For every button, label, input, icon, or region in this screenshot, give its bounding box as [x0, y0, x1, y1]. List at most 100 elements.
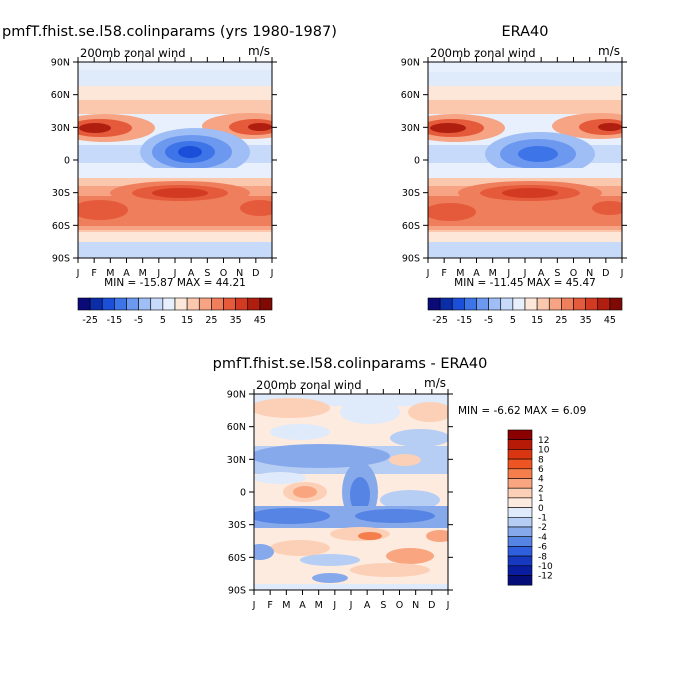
panel2-xtick-label: J [506, 268, 510, 279]
panel3-xtick-label: A [299, 600, 306, 611]
colorbar2-swatch [427, 297, 441, 311]
panel3-plot: 200mb zonal wind m/s [253, 376, 449, 591]
panel1-subtitle: 200mb zonal wind [80, 46, 186, 60]
panel1-xtick-label: J [173, 268, 177, 279]
panel1-title: pmfT.fhist.se.l58.colinparams (yrs 1980-… [2, 24, 337, 40]
colorbar2-swatch [561, 297, 574, 311]
panel3-ytick-label: 90N [227, 390, 246, 401]
colorbar1-label: 35 [230, 315, 242, 326]
colorbar2-swatch [500, 297, 514, 311]
panel2-plot: 200mb zonal wind m/s [427, 44, 623, 259]
colorbar3-label: -1 [538, 514, 547, 524]
panel3-xtick-label: J [446, 600, 450, 611]
colorbar3-swatch [507, 439, 533, 450]
panel2-xtick-label: J [523, 268, 527, 279]
panel2-ytick-label: 0 [414, 156, 420, 167]
panel3-xtick-label: M [282, 600, 290, 611]
colorbar2-label: 15 [531, 315, 543, 326]
panel2-ytick-label: 90N [401, 58, 420, 69]
colorbar2-swatch [439, 297, 453, 311]
panel1-xtick-label: J [156, 268, 160, 279]
panel3-xtick-label: J [349, 600, 353, 611]
colorbar2-swatch [476, 297, 489, 311]
colorbar2-swatch [609, 297, 623, 311]
colorbar3-label: -6 [538, 543, 547, 553]
panel3-ytick-label: 60N [227, 422, 246, 433]
colorbar1-label: -25 [82, 315, 98, 326]
panel1-xtick-label: N [236, 268, 243, 279]
colorbar1-swatch [247, 297, 261, 311]
panel2-units: m/s [598, 44, 620, 58]
colorbar2-swatch [536, 297, 550, 311]
panel3-xtick-label: J [252, 600, 256, 611]
panel3-ytick-label: 60S [228, 553, 246, 564]
panel3-xtick-label: J [332, 600, 336, 611]
panel1-ytick-label: 60N [51, 90, 70, 101]
colorbar3-swatch [507, 575, 533, 586]
panel1-xtick-label: D [252, 268, 259, 279]
colorbar3-label: 2 [538, 484, 544, 494]
panel2-xtick-label: S [554, 268, 560, 279]
panel1-xtick-label: S [204, 268, 210, 279]
colorbar3-swatch [507, 536, 533, 547]
panel1-xtick-label: J [270, 268, 274, 279]
panel3-ytick-label: 30N [227, 455, 246, 466]
panel1-ytick-label: 30N [51, 123, 70, 134]
colorbar1-swatch [77, 297, 91, 311]
colorbar3-label: 6 [538, 465, 544, 475]
panel3-stats: MIN = -6.62 MAX = 6.09 [458, 405, 586, 417]
panel1-xtick-label: J [76, 268, 80, 279]
colorbar3-label: 12 [538, 436, 549, 446]
colorbar1-swatch [198, 297, 212, 311]
panel2-ytick-label: 90S [402, 254, 420, 265]
panel1-ytick-label: 30S [52, 188, 70, 199]
colorbar3-swatch [507, 458, 533, 470]
colorbar3-label: -2 [538, 523, 547, 533]
panel2-ytick-label: 60S [402, 221, 420, 232]
panel2-xtick-label: J [620, 268, 624, 279]
panel2-xtick-label: M [456, 268, 464, 279]
panel2-subtitle: 200mb zonal wind [430, 46, 536, 60]
panel2-xtick-label: A [538, 268, 545, 279]
colorbar1-swatch [101, 297, 115, 311]
panel2-xtick-label: J [426, 268, 430, 279]
colorbar1-swatch [259, 297, 273, 311]
panel2-xtick-label: N [586, 268, 593, 279]
colorbar1-swatch [138, 297, 152, 311]
panel1-ytick-label: 60S [52, 221, 70, 232]
colorbar2-swatch [464, 297, 477, 311]
panel2-xtick-label: O [570, 268, 577, 279]
panel1-xtick-label: O [220, 268, 227, 279]
colorbar2-swatch [597, 297, 611, 311]
colorbar1-swatch [114, 297, 127, 311]
colorbar2-label: 25 [555, 315, 567, 326]
panel1-xtick-label: A [188, 268, 195, 279]
colorbar2-swatch [573, 297, 586, 311]
colorbar1-swatch [126, 297, 139, 311]
colorbar1-label: 45 [254, 315, 266, 326]
colorbar1-label: 25 [205, 315, 217, 326]
panel1-xtick-label: F [91, 268, 96, 279]
colorbar3-swatch [507, 516, 533, 528]
colorbar3-swatch [507, 526, 533, 537]
colorbar3-swatch [507, 546, 533, 557]
panel1-ytick-label: 90S [52, 254, 70, 265]
colorbar3-label: 0 [538, 504, 544, 514]
colorbar3-swatch [507, 487, 533, 499]
colorbar3-swatch [507, 429, 533, 440]
panel2-xtick-label: M [489, 268, 497, 279]
colorbar2-swatch [451, 297, 465, 311]
panel1-units: m/s [248, 44, 270, 58]
colorbar2-label: -5 [484, 315, 493, 326]
colorbar3-label: -8 [538, 552, 547, 562]
panel1-plot: 200mb zonal wind m/s [77, 44, 273, 259]
colorbar2-label: -15 [457, 315, 473, 326]
panel3-xtick-label: O [396, 600, 403, 611]
colorbar3-label: -12 [538, 572, 553, 582]
colorbar3-label: 10 [538, 446, 550, 456]
panel1-ytick-label: 90N [51, 58, 70, 69]
panel1-stats: MIN = -15.87 MAX = 44.21 [104, 277, 246, 289]
panel3-ytick-label: 0 [240, 488, 246, 499]
colorbar3-swatch [507, 478, 533, 489]
